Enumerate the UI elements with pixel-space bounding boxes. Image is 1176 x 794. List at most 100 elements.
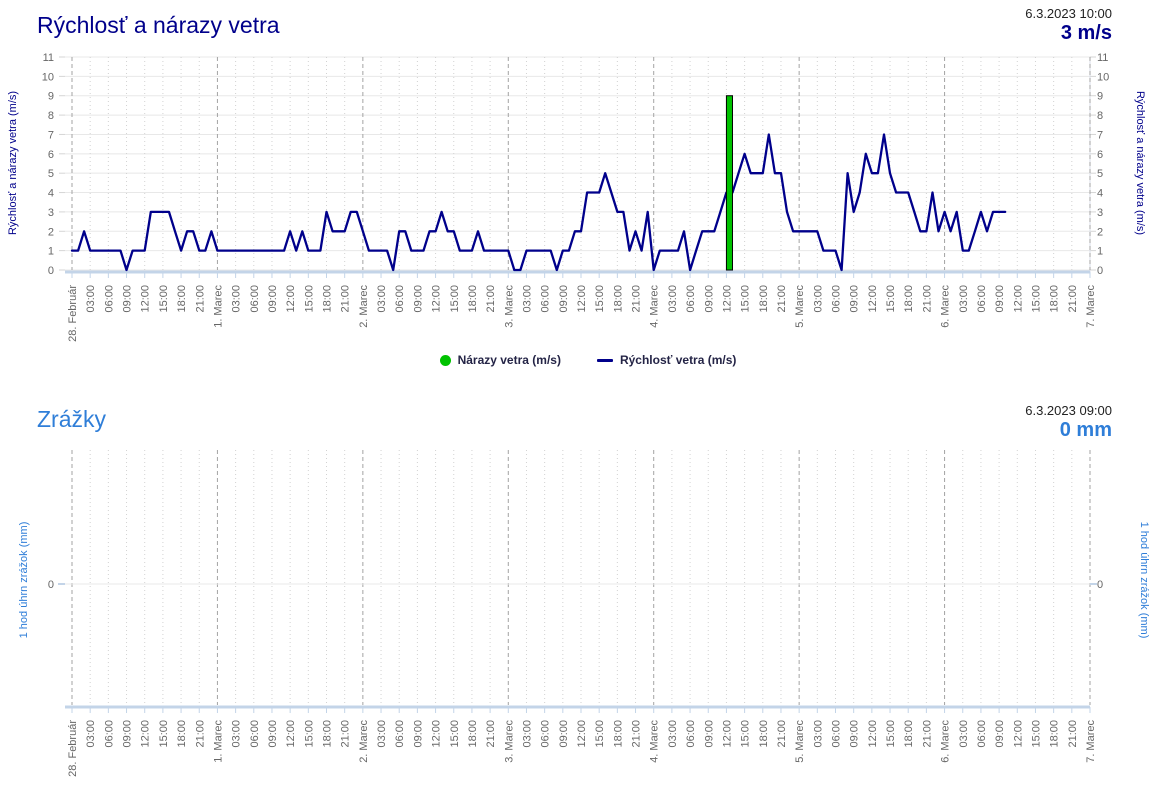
svg-text:21:00: 21:00 (194, 285, 206, 313)
wind-current-timestamp: 6.3.2023 10:00 (1025, 6, 1112, 21)
svg-text:8: 8 (1097, 110, 1103, 122)
svg-text:18:00: 18:00 (612, 285, 624, 313)
svg-text:0: 0 (1097, 579, 1103, 591)
svg-text:18:00: 18:00 (758, 720, 770, 748)
svg-text:15:00: 15:00 (1030, 285, 1042, 313)
svg-text:18:00: 18:00 (322, 720, 334, 748)
svg-text:18:00: 18:00 (903, 720, 915, 748)
svg-text:0: 0 (48, 265, 54, 277)
svg-text:09:00: 09:00 (703, 720, 715, 748)
svg-text:15:00: 15:00 (740, 720, 752, 748)
svg-text:09:00: 09:00 (267, 720, 279, 748)
svg-text:06:00: 06:00 (540, 285, 552, 313)
svg-text:15:00: 15:00 (449, 285, 461, 313)
wind-speed-line[interactable] (70, 133, 1007, 272)
svg-text:15:00: 15:00 (594, 285, 606, 313)
svg-text:06:00: 06:00 (394, 285, 406, 313)
svg-text:21:00: 21:00 (485, 720, 497, 748)
wind-chart-title: Rýchlosť a nárazy vetra (37, 12, 280, 38)
svg-text:12:00: 12:00 (140, 720, 152, 748)
svg-text:09:00: 09:00 (849, 285, 861, 313)
svg-text:21:00: 21:00 (340, 720, 352, 748)
svg-text:03:00: 03:00 (85, 285, 97, 313)
svg-text:4: 4 (1097, 188, 1103, 200)
svg-text:12:00: 12:00 (431, 285, 443, 313)
svg-text:2: 2 (1097, 226, 1103, 238)
svg-text:3: 3 (48, 207, 54, 219)
wind-gust-bar[interactable] (725, 95, 733, 271)
svg-text:21:00: 21:00 (921, 720, 933, 748)
svg-text:03:00: 03:00 (376, 285, 388, 313)
svg-text:03:00: 03:00 (958, 285, 970, 313)
legend-item-gusts[interactable]: Nárazy vetra (m/s) (439, 353, 561, 367)
svg-text:03:00: 03:00 (812, 285, 824, 313)
svg-text:18:00: 18:00 (176, 720, 188, 748)
legend-label-speed: Rýchlosť vetra (m/s) (619, 353, 737, 367)
svg-text:1: 1 (48, 246, 54, 258)
precipitation-current-timestamp: 6.3.2023 09:00 (1025, 403, 1112, 418)
svg-text:06:00: 06:00 (976, 720, 988, 748)
svg-text:15:00: 15:00 (740, 285, 752, 313)
svg-text:7: 7 (48, 129, 54, 141)
svg-text:1. Marec: 1. Marec (212, 285, 224, 328)
precipitation-current-reading: 6.3.2023 09:00 0 mm (1025, 403, 1112, 442)
svg-text:12:00: 12:00 (721, 720, 733, 748)
svg-text:18:00: 18:00 (1049, 720, 1061, 748)
svg-text:15:00: 15:00 (885, 720, 897, 748)
svg-text:18:00: 18:00 (467, 720, 479, 748)
svg-text:12:00: 12:00 (140, 285, 152, 313)
svg-text:15:00: 15:00 (594, 720, 606, 748)
svg-text:12:00: 12:00 (1012, 285, 1024, 313)
svg-text:15:00: 15:00 (158, 285, 170, 313)
svg-text:09:00: 09:00 (412, 720, 424, 748)
svg-text:6. Marec: 6. Marec (940, 285, 952, 328)
wind-y-axis-title-left: Rýchlosť a nárazy vetra (m/s) (7, 91, 19, 235)
svg-text:06:00: 06:00 (685, 720, 697, 748)
svg-text:15:00: 15:00 (303, 285, 315, 313)
svg-text:3. Marec: 3. Marec (503, 720, 515, 763)
svg-text:12:00: 12:00 (867, 720, 879, 748)
gust-dot-icon (439, 354, 451, 366)
svg-text:21:00: 21:00 (776, 285, 788, 313)
svg-text:06:00: 06:00 (540, 720, 552, 748)
svg-text:06:00: 06:00 (103, 285, 115, 313)
svg-text:2: 2 (48, 226, 54, 238)
svg-text:21:00: 21:00 (1067, 720, 1079, 748)
svg-text:03:00: 03:00 (521, 720, 533, 748)
svg-text:03:00: 03:00 (231, 720, 243, 748)
wind-chart-legend: Nárazy vetra (m/s) Rýchlosť vetra (m/s) (0, 353, 1176, 367)
svg-text:18:00: 18:00 (903, 285, 915, 313)
svg-text:06:00: 06:00 (103, 720, 115, 748)
svg-text:15:00: 15:00 (885, 285, 897, 313)
wind-current-value: 3 m/s (1060, 22, 1112, 44)
x-tick-labels: 28. Február 03:00 06:00 09:00 12:00 15:00 18:0… (67, 720, 1097, 777)
precipitation-chart-plot[interactable]: 28. Február 03:00 06:00 09:00 12:00 15:00 18:0… (0, 443, 1176, 794)
svg-text:5: 5 (1097, 168, 1103, 180)
svg-text:6: 6 (1097, 149, 1103, 161)
svg-text:15:00: 15:00 (158, 720, 170, 748)
svg-text:09:00: 09:00 (703, 285, 715, 313)
svg-text:15:00: 15:00 (449, 720, 461, 748)
svg-text:9: 9 (1097, 91, 1103, 103)
svg-text:03:00: 03:00 (85, 720, 97, 748)
svg-text:09:00: 09:00 (558, 285, 570, 313)
svg-text:1: 1 (1097, 246, 1103, 258)
svg-text:7. Marec: 7. Marec (1085, 285, 1097, 328)
svg-text:2. Marec: 2. Marec (358, 720, 370, 763)
precipitation-current-value: 0 mm (1059, 419, 1112, 441)
svg-text:15:00: 15:00 (1030, 720, 1042, 748)
svg-text:09:00: 09:00 (558, 720, 570, 748)
svg-text:5. Marec: 5. Marec (794, 285, 806, 328)
legend-item-speed[interactable]: Rýchlosť vetra (m/s) (596, 353, 737, 367)
svg-text:03:00: 03:00 (376, 720, 388, 748)
svg-text:12:00: 12:00 (1012, 720, 1024, 748)
x-gridlines (71, 57, 1091, 270)
svg-text:03:00: 03:00 (667, 285, 679, 313)
svg-text:09:00: 09:00 (122, 285, 134, 313)
svg-text:03:00: 03:00 (812, 720, 824, 748)
svg-text:09:00: 09:00 (849, 720, 861, 748)
svg-text:06:00: 06:00 (394, 720, 406, 748)
svg-text:18:00: 18:00 (467, 285, 479, 313)
